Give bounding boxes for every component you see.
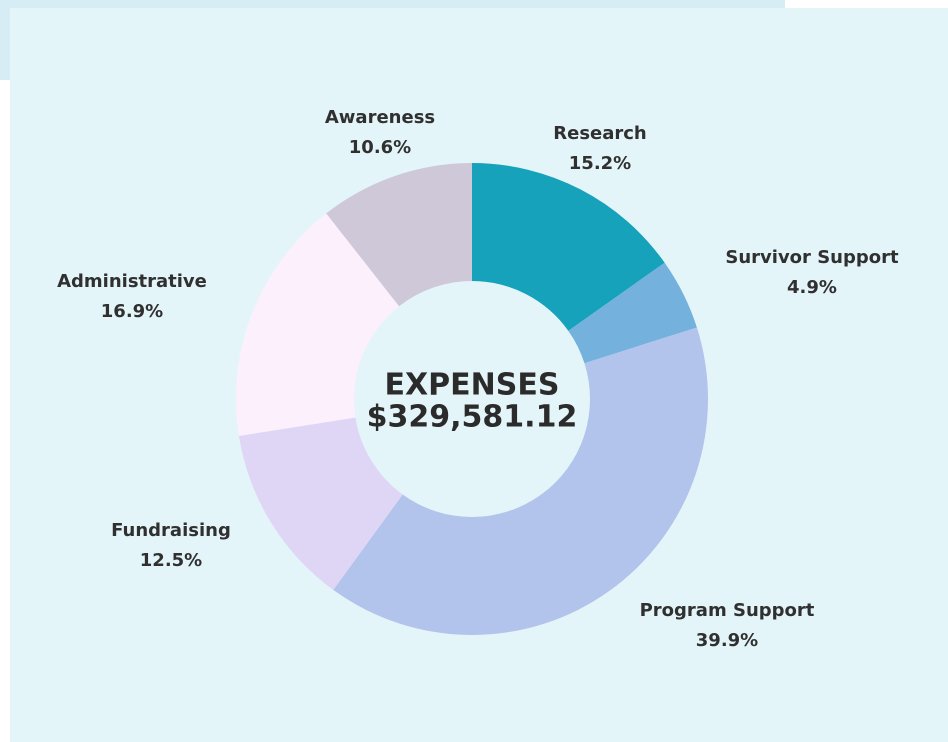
value-label: 12.5%: [140, 550, 202, 571]
wedge: [326, 163, 472, 307]
center-title: EXPENSES: [385, 368, 560, 403]
center-value: $329,581.12: [367, 400, 578, 435]
value-label: 10.6%: [349, 137, 411, 158]
wedge: [235, 213, 400, 436]
category-label: Fundraising: [111, 520, 231, 541]
donut: [235, 163, 708, 635]
category-label: Survivor Support: [725, 247, 899, 268]
wedge: [238, 417, 403, 590]
value-label: 4.9%: [787, 277, 837, 298]
value-label: 39.9%: [696, 630, 758, 651]
category-label: Research: [553, 123, 647, 144]
category-label: Awareness: [325, 107, 435, 128]
value-label: 15.2%: [569, 153, 631, 174]
category-label: Administrative: [57, 271, 207, 292]
wedge: [333, 327, 708, 635]
category-label: Program Support: [640, 600, 815, 621]
wedge: [472, 163, 665, 331]
wedge: [568, 262, 697, 364]
value-label: 16.9%: [101, 301, 163, 322]
